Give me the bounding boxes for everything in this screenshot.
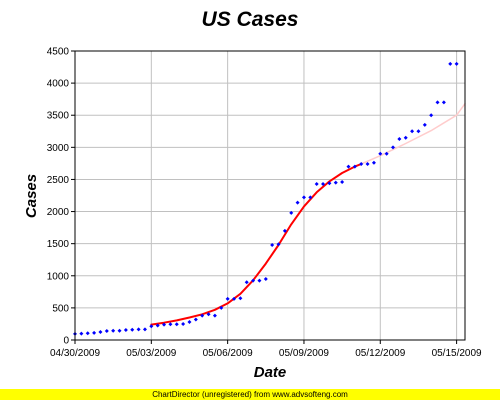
x-tick-label: 05/12/2009 [355,348,405,359]
data-point [200,313,205,318]
data-point [327,181,332,186]
data-point [244,280,249,285]
data-point [333,180,338,185]
data-point [422,122,427,127]
data-point [429,113,434,118]
fit-line [150,163,363,326]
data-point [104,329,109,334]
data-point [212,313,217,318]
x-axis-ticks: 04/30/2009 05/03/2009 05/06/2009 05/09/2009… [50,340,482,359]
data-point [359,162,364,167]
data-point [314,181,319,186]
data-point [276,242,281,247]
data-point [391,145,396,150]
plot-frame [74,50,466,341]
data-point [79,331,84,336]
data-point [416,129,421,134]
data-point [206,312,211,317]
data-point [403,135,408,140]
data-point [301,195,306,200]
data-point [448,61,453,66]
x-tick-label: 05/06/2009 [203,348,253,359]
data-point [365,162,370,167]
data-point [352,164,357,169]
y-tick-label: 1000 [47,271,70,282]
y-axis-title: Cases [23,174,40,218]
x-axis-title: Date [254,364,287,381]
data-point [435,100,440,105]
footer-text: ChartDirector (unregistered) from www.ad… [152,390,348,399]
chart-title: US Cases [202,8,299,31]
data-point [232,296,237,301]
data-point [384,151,389,156]
data-point [397,136,402,141]
x-tick-label: 05/09/2009 [279,348,329,359]
footer-banner: ChartDirector (unregistered) from www.ad… [0,389,500,400]
x-tick-label: 05/15/2009 [432,348,482,359]
data-point [321,181,326,186]
y-tick-label: 500 [52,303,69,314]
grid [75,51,465,340]
data-point [193,317,198,322]
data-point [142,327,147,332]
data-point [168,322,173,327]
data-point [155,323,160,328]
data-point [282,228,287,233]
data-point [238,296,243,301]
data-point [162,322,167,327]
data-point [289,210,294,215]
data-point [149,324,154,329]
projection-line-group [360,102,466,165]
y-tick-label: 4000 [47,79,70,90]
data-point [308,195,313,200]
x-tick-label: 05/03/2009 [126,348,176,359]
y-tick-label: 4500 [47,47,70,58]
data-point [378,151,383,156]
data-point [263,276,268,281]
data-point [98,329,103,334]
plot-area [75,51,465,340]
y-tick-label: 2000 [47,207,70,218]
data-point [111,328,116,333]
data-point [187,320,192,325]
data-point [340,180,345,185]
y-axis-ticks: 0 500 1000 1500 2000 2500 3000 3500 4000 4500 [47,47,75,347]
data-point [123,328,128,333]
data-point [371,160,376,165]
data-point [295,200,300,205]
data-point [85,331,90,336]
data-point [181,321,186,326]
y-tick-label: 3000 [47,143,70,154]
data-point [117,328,122,333]
data-point [92,330,97,335]
projection-line [360,102,466,165]
data-point [454,61,459,66]
y-tick-label: 1500 [47,239,70,250]
data-point [270,242,275,247]
x-tick-label: 04/30/2009 [50,348,100,359]
y-tick-label: 2500 [47,175,70,186]
data-points [73,61,459,336]
data-point [219,305,224,310]
data-point [130,327,135,332]
y-tick-label: 0 [63,336,69,347]
data-point [225,296,230,301]
y-tick-label: 3500 [47,111,70,122]
data-point [174,322,179,327]
data-point [257,278,262,283]
data-point [136,327,141,332]
data-point [410,129,415,134]
fit-line-group [150,163,363,326]
data-point [251,278,256,283]
data-point [346,164,351,169]
data-point [441,100,446,105]
